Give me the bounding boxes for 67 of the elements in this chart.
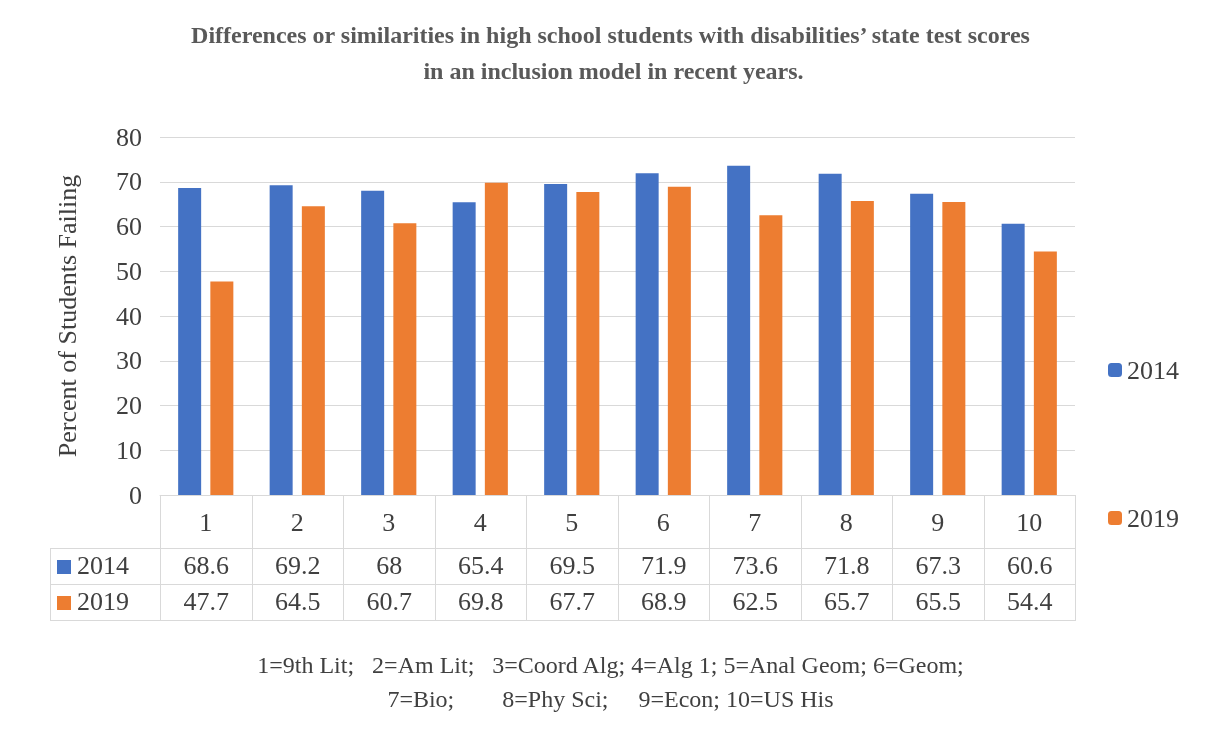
bar (544, 183, 568, 495)
y-tick-label: 50 (116, 256, 142, 286)
data-label: 68 (343, 548, 435, 584)
data-label: 71.8 (801, 548, 893, 584)
bar (759, 215, 783, 495)
bar (818, 173, 842, 495)
data-label: 67.3 (892, 548, 984, 584)
data-label: 60.7 (343, 584, 435, 620)
data-label: 69.5 (526, 548, 618, 584)
data-label: 68.9 (618, 584, 710, 620)
bar (576, 192, 600, 495)
bar (635, 173, 659, 495)
bar (178, 188, 202, 495)
bar (667, 186, 691, 495)
bar (1001, 223, 1025, 495)
text: 1=9th Lit; 2=Am Lit; 3=Coord Alg; 4=Alg 1; 5=Anal Geom; 6=Geom; (256, 651, 965, 680)
bar (942, 201, 966, 495)
data-label: 65.5 (892, 584, 984, 620)
data-label: 47.7 (160, 584, 252, 620)
data-label: 69.2 (252, 548, 344, 584)
legend-label: 2014 (50, 548, 161, 584)
x-tick-label: 6 (656, 507, 670, 537)
y-tick-label: 60 (116, 212, 142, 241)
y-axis-title: Percent of Students Failing (52, 174, 82, 458)
bar (210, 281, 234, 495)
bar (1033, 251, 1057, 495)
data-label: 68.6 (160, 548, 252, 584)
data-label: 64.5 (252, 584, 344, 620)
x-tick-label: 9 (931, 507, 945, 537)
x-tick-label: 7 (748, 507, 762, 537)
data-label: 62.5 (709, 584, 801, 620)
x-tick-label: 1 (199, 507, 213, 537)
x-tick-label: 10 (1016, 507, 1043, 537)
text: 7=Bio; 8=Phy Sci; 9=Econ; 10=US His (386, 685, 835, 714)
bar (301, 206, 325, 495)
legend-label: 2019 (1127, 503, 1179, 533)
x-tick-label: 2 (290, 507, 304, 537)
bar (484, 182, 508, 495)
data-label: 67.7 (526, 584, 618, 620)
data-label: 69.8 (435, 584, 527, 620)
data-label: 73.6 (709, 548, 801, 584)
y-tick-label: 80 (116, 122, 142, 152)
y-tick-label: 70 (116, 167, 142, 197)
data-label: 71.9 (618, 548, 710, 584)
y-tick-label: 0 (129, 480, 142, 510)
x-tick-label: 4 (473, 507, 487, 537)
bar (727, 165, 751, 495)
y-tick-label: 20 (116, 391, 142, 420)
data-label: 65.4 (435, 548, 527, 584)
bar (361, 190, 385, 495)
data-label: 65.7 (801, 584, 893, 620)
bar (910, 193, 934, 495)
bar (850, 200, 874, 495)
x-tick-label: 3 (382, 507, 396, 537)
bar (269, 185, 293, 495)
x-tick-label: 8 (839, 507, 853, 537)
x-tick-label: 5 (565, 507, 579, 537)
data-label: 54.4 (984, 584, 1076, 620)
text: 2014 (1127, 355, 1179, 385)
chart-title: Differences or similarities in high school students with disabilities’ state test scores in an inclusion model in recent years. (191, 22, 1030, 84)
y-tick-label: 10 (116, 435, 142, 465)
data-label: 60.6 (984, 548, 1076, 584)
bar (393, 223, 417, 495)
y-tick-label: 30 (116, 346, 142, 376)
text: 2019 (77, 587, 129, 616)
bar (452, 202, 476, 495)
y-tick-label: 40 (116, 301, 142, 331)
